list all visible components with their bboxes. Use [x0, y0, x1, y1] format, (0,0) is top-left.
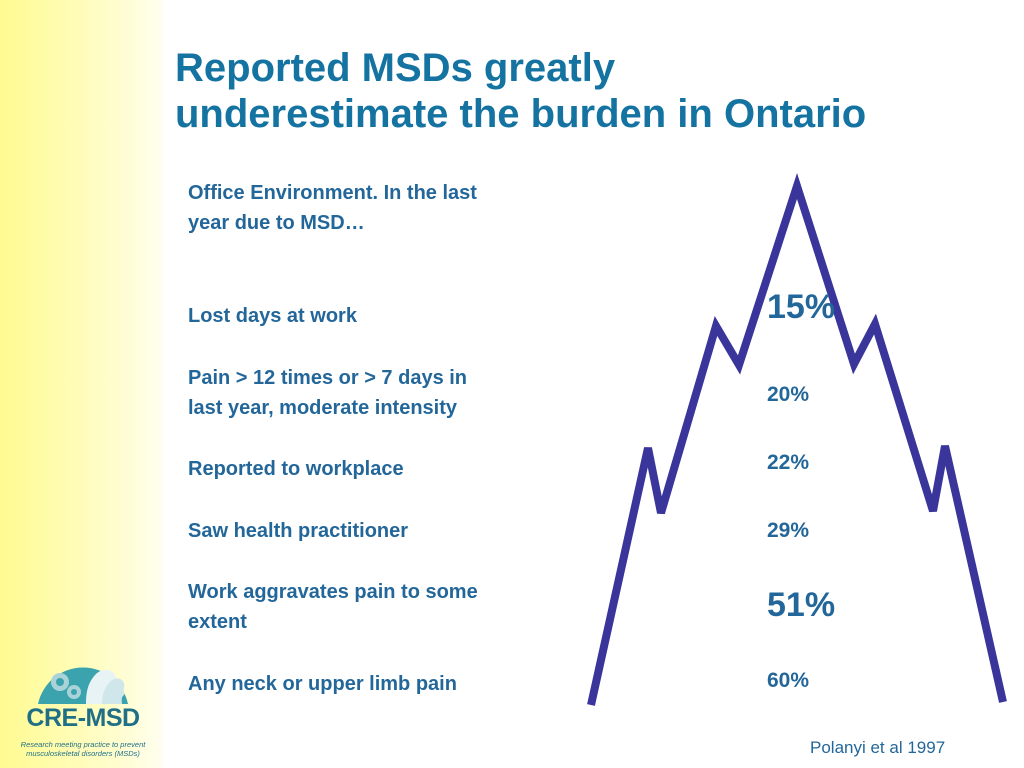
- logo-tagline: Research meeting practice to prevent mus…: [8, 740, 158, 758]
- label-pain-frequency: Pain > 12 times or > 7 days in last year…: [188, 363, 578, 423]
- cre-msd-logo: CRE-MSD Research meeting practice to pre…: [8, 652, 158, 762]
- label-line: Any neck or upper limb pain: [188, 673, 457, 695]
- percent-any-pain: 60%: [767, 669, 810, 692]
- label-line: Work aggravates pain to some: [188, 581, 478, 603]
- label-lost-days: Lost days at work: [188, 301, 578, 331]
- slide-title: Reported MSDs greatly underestimate the …: [175, 45, 995, 137]
- label-line: last year, moderate intensity: [188, 397, 458, 419]
- percent-pain-frequency: 20%: [767, 383, 810, 406]
- percent-reported-workplace: 22%: [767, 451, 810, 474]
- logo-name: CRE-MSD: [26, 704, 140, 732]
- intro-line-2: year due to MSD…: [188, 212, 365, 234]
- label-line: extent: [188, 611, 247, 633]
- label-line: Saw health practitioner: [188, 520, 409, 542]
- gear-icon: [51, 673, 81, 699]
- label-any-pain: Any neck or upper limb pain: [188, 669, 578, 699]
- title-line-2: underestimate the burden in Ontario: [175, 92, 867, 136]
- head-profile-icon: [86, 669, 125, 704]
- citation: Polanyi et al 1997: [810, 738, 946, 757]
- logo-tagline-line-1: Research meeting practice to prevent: [20, 740, 146, 749]
- label-saw-practitioner: Saw health practitioner: [188, 516, 578, 546]
- label-line: Reported to workplace: [188, 458, 404, 480]
- label-line: Lost days at work: [188, 305, 357, 327]
- percent-lost-days: 15%: [767, 288, 836, 326]
- label-line: Pain > 12 times or > 7 days in: [188, 367, 468, 389]
- yellow-sidebar: [0, 0, 163, 768]
- logo-tagline-line-2: musculoskeletal disorders (MSDs): [26, 749, 140, 758]
- label-reported-workplace: Reported to workplace: [188, 454, 578, 484]
- percent-work-aggravates: 51%: [767, 586, 836, 624]
- label-work-aggravates: Work aggravates pain to some extent: [188, 577, 578, 637]
- intro-text: Office Environment. In the last year due…: [188, 178, 578, 238]
- intro-line-1: Office Environment. In the last: [188, 182, 477, 204]
- percent-saw-practitioner: 29%: [767, 519, 810, 542]
- logo-emblem: [38, 667, 128, 704]
- title-line-1: Reported MSDs greatly: [175, 46, 616, 90]
